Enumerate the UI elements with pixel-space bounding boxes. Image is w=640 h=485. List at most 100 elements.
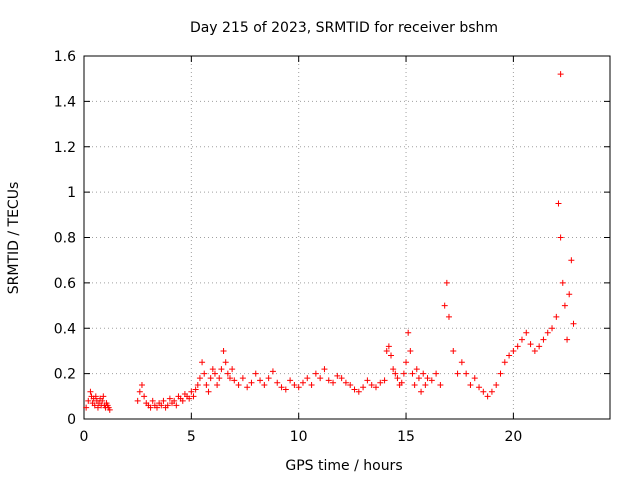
data-point: [388, 352, 395, 359]
data-point: [394, 375, 401, 382]
data-point: [203, 381, 210, 388]
data-point: [390, 366, 397, 373]
data-point: [480, 388, 487, 395]
data-point: [428, 377, 435, 384]
data-point: [224, 370, 231, 377]
y-tick-label: 0.4: [54, 321, 76, 337]
x-axis-title: GPS time / hours: [285, 458, 402, 474]
data-point: [518, 336, 525, 343]
data-point: [411, 381, 418, 388]
data-point: [317, 375, 324, 382]
data-point: [222, 359, 229, 366]
data-point: [173, 402, 180, 409]
data-point: [147, 404, 154, 411]
data-point: [409, 370, 416, 377]
data-point: [415, 375, 422, 382]
data-point: [308, 381, 315, 388]
y-tick-label: 0.6: [54, 276, 76, 292]
data-point: [171, 397, 178, 404]
data-point: [94, 404, 101, 411]
data-point: [299, 379, 306, 386]
data-point: [454, 370, 461, 377]
data-point: [437, 381, 444, 388]
data-point: [91, 402, 98, 409]
data-point: [291, 381, 298, 388]
data-point: [443, 279, 450, 286]
data-point: [568, 257, 575, 264]
data-point: [360, 384, 367, 391]
data-point: [347, 381, 354, 388]
data-point: [536, 343, 543, 350]
data-point: [338, 375, 345, 382]
data-point: [549, 325, 556, 332]
data-point: [220, 347, 227, 354]
data-point: [287, 377, 294, 384]
data-point: [413, 366, 420, 373]
data-point: [209, 366, 216, 373]
data-point: [312, 370, 319, 377]
plot-area-border: [83, 55, 611, 420]
y-tick-label: 1.6: [54, 49, 76, 65]
data-point: [106, 406, 113, 413]
data-point: [100, 393, 107, 400]
data-point: [321, 366, 328, 373]
data-point: [342, 379, 349, 386]
data-point: [87, 388, 94, 395]
y-tick-label: 1.4: [54, 94, 76, 110]
data-point: [235, 381, 242, 388]
data-point: [136, 388, 143, 395]
data-point: [99, 397, 106, 404]
data-point: [381, 377, 388, 384]
data-point: [471, 375, 478, 382]
data-point: [138, 381, 145, 388]
data-point: [385, 343, 392, 350]
data-point: [244, 384, 251, 391]
data-points-layer: [83, 71, 577, 413]
data-point: [282, 386, 289, 393]
y-tick-label: 0.8: [54, 231, 76, 247]
data-point: [484, 393, 491, 400]
data-point: [160, 397, 167, 404]
data-point: [497, 370, 504, 377]
data-point: [559, 279, 566, 286]
data-point: [226, 375, 233, 382]
data-point: [527, 341, 534, 348]
data-point: [510, 347, 517, 354]
data-point: [141, 393, 148, 400]
data-point: [295, 384, 302, 391]
data-point: [211, 370, 218, 377]
data-point: [190, 393, 197, 400]
data-point: [179, 397, 186, 404]
data-point: [196, 375, 203, 382]
data-point: [467, 381, 474, 388]
data-point: [158, 402, 165, 409]
data-point: [441, 302, 448, 309]
data-point: [261, 381, 268, 388]
data-point: [392, 370, 399, 377]
data-point: [566, 291, 573, 298]
data-point: [304, 375, 311, 382]
data-point: [450, 347, 457, 354]
data-point: [334, 372, 341, 379]
x-tick-label: 0: [80, 429, 89, 445]
data-point: [557, 71, 564, 78]
data-point: [252, 370, 259, 377]
data-point: [398, 379, 405, 386]
data-point: [364, 377, 371, 384]
data-point: [274, 379, 281, 386]
data-point: [405, 329, 412, 336]
data-point: [540, 336, 547, 343]
data-point: [383, 347, 390, 354]
data-point: [424, 375, 431, 382]
data-point: [325, 377, 332, 384]
data-point: [248, 379, 255, 386]
data-point: [544, 329, 551, 336]
x-tick-label: 5: [187, 429, 196, 445]
data-point: [476, 384, 483, 391]
data-point: [186, 395, 193, 402]
data-point: [330, 379, 337, 386]
data-point: [493, 381, 500, 388]
data-point: [355, 388, 362, 395]
data-point: [92, 393, 99, 400]
